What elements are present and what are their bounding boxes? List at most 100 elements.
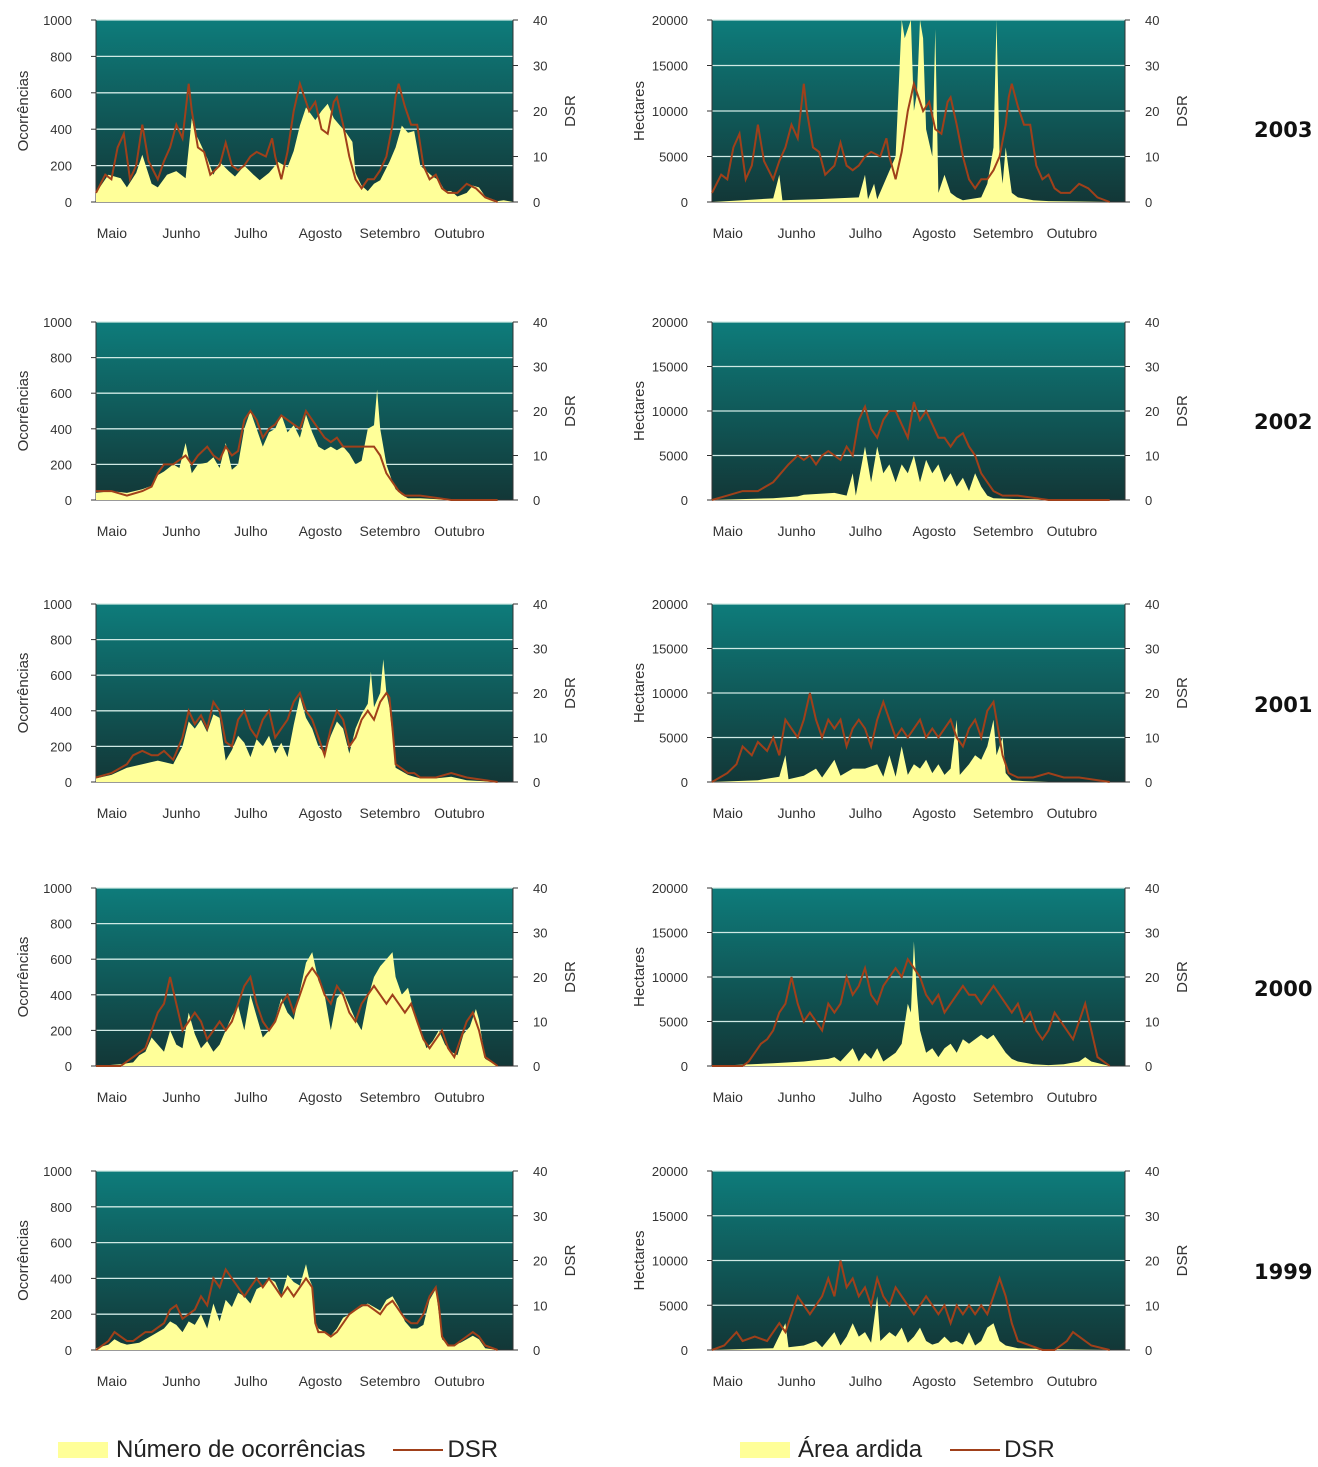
x-tick-label: Junho (162, 805, 200, 821)
x-tick-label: Maio (97, 805, 128, 821)
y-tick-label: 200 (50, 1307, 72, 1322)
area-series (712, 941, 1110, 1066)
y2-tick-label: 30 (533, 1209, 547, 1224)
chart-panel-1999-ocorrencias: 0 200 400 600 800 1000 0 10 20 30 40 Ocorrências DSR… (15, 1164, 579, 1389)
y2-tick-label: 30 (1145, 360, 1159, 375)
legend-left-line-label: DSR (447, 1436, 499, 1463)
dsr-line-series (711, 692, 1110, 783)
dsr-line-series (95, 80, 498, 203)
x-tick-label: Setembro (973, 523, 1034, 539)
x-tick-label: Agosto (299, 225, 343, 241)
y2-tick-label: 20 (533, 686, 547, 701)
y2-tick-label: 40 (1145, 881, 1159, 896)
area-series (96, 659, 498, 782)
y2-tick-label: 20 (1145, 970, 1159, 985)
x-tick-label: Agosto (912, 1089, 956, 1105)
y-axis-title: Hectares (631, 381, 648, 441)
y-tick-label: 1000 (43, 315, 72, 330)
dsr-line-series (711, 1260, 1110, 1351)
y2-tick-label: 40 (533, 315, 547, 330)
y-tick-label: 1000 (43, 1164, 72, 1179)
y-tick-label: 0 (681, 493, 688, 508)
y-tick-label: 800 (50, 351, 72, 366)
y-tick-label: 20000 (652, 13, 688, 28)
dsr-line-series (711, 401, 1110, 501)
y2-tick-label: 40 (1145, 315, 1159, 330)
area-series (96, 389, 498, 500)
x-tick-label: Agosto (912, 1373, 956, 1389)
x-tick-label: Setembro (360, 1373, 421, 1389)
x-tick-label: Setembro (360, 523, 421, 539)
legend-right: Área ardida DSR (740, 1433, 1055, 1467)
legend-right-area-label: Área ardida (798, 1436, 923, 1463)
x-tick-label: Agosto (912, 805, 956, 821)
x-tick-label: Maio (97, 225, 128, 241)
y-tick-label: 0 (65, 195, 72, 210)
y2-axis-title: DSR (562, 1244, 579, 1276)
x-tick-label: Setembro (973, 1373, 1034, 1389)
y2-tick-label: 10 (533, 150, 547, 165)
x-tick-label: Setembro (973, 225, 1034, 241)
y-tick-label: 0 (65, 1343, 72, 1358)
chart-panel-2001-ocorrencias: 0 200 400 600 800 1000 0 10 20 30 40 Ocorrências DSR… (15, 597, 579, 821)
y2-tick-label: 30 (533, 59, 547, 74)
chart-panel-2002-ocorrencias: 0 200 400 600 800 1000 0 10 20 30 40 Ocorrências DSR… (15, 315, 579, 539)
legend-left-area-label: Número de ocorrências (116, 1436, 366, 1463)
x-tick-label: Maio (97, 1089, 128, 1105)
x-tick-label: Outubro (434, 1089, 485, 1105)
x-tick-label: Agosto (912, 523, 956, 539)
x-tick-label: Setembro (360, 1089, 421, 1105)
y2-tick-label: 40 (1145, 1164, 1159, 1179)
y-tick-label: 0 (65, 1059, 72, 1074)
x-tick-label: Maio (713, 523, 744, 539)
x-tick-label: Junho (778, 1373, 816, 1389)
y2-tick-label: 40 (1145, 597, 1159, 612)
y2-tick-label: 10 (533, 1015, 547, 1030)
x-tick-label: Julho (234, 805, 268, 821)
y-tick-label: 1000 (43, 13, 72, 28)
chart-panel-2000-hectares: 0 5000 10000 15000 20000 0 10 20 30 40 Hectares DSR… (631, 881, 1191, 1105)
y-tick-label: 5000 (659, 449, 688, 464)
y2-tick-label: 20 (533, 104, 547, 119)
y2-axis-title: DSR (562, 677, 579, 709)
y-tick-label: 400 (50, 988, 72, 1003)
x-tick-label: Julho (849, 523, 883, 539)
x-tick-label: Junho (162, 1089, 200, 1105)
y-tick-label: 200 (50, 1023, 72, 1038)
y-tick-label: 5000 (659, 1015, 688, 1030)
x-tick-label: Agosto (299, 523, 343, 539)
y-tick-label: 1000 (43, 597, 72, 612)
y2-tick-label: 10 (1145, 1298, 1159, 1313)
y-tick-label: 15000 (652, 642, 688, 657)
y-tick-label: 10000 (652, 104, 688, 119)
y-tick-label: 10000 (652, 1254, 688, 1269)
x-tick-label: Junho (778, 225, 816, 241)
y2-tick-label: 30 (1145, 926, 1159, 941)
x-tick-label: Outubro (1047, 523, 1098, 539)
y-tick-label: 0 (65, 493, 72, 508)
y2-tick-label: 0 (1145, 1343, 1152, 1358)
y-tick-label: 20000 (652, 315, 688, 330)
y2-tick-label: 0 (533, 493, 540, 508)
y-axis-title: Ocorrências (15, 371, 32, 452)
y2-tick-label: 40 (1145, 13, 1159, 28)
dsr-line-series (712, 956, 1111, 1067)
y-tick-label: 600 (50, 952, 72, 967)
y2-tick-label: 40 (533, 13, 547, 28)
x-tick-label: Julho (849, 1089, 883, 1105)
y-tick-label: 600 (50, 86, 72, 101)
y-tick-label: 10000 (652, 970, 688, 985)
legend-right-line-label: DSR (1004, 1436, 1055, 1463)
x-tick-label: Junho (778, 523, 816, 539)
x-tick-label: Agosto (299, 1373, 343, 1389)
dsr-line-series (96, 408, 498, 501)
y2-tick-label: 10 (533, 731, 547, 746)
y2-tick-label: 0 (533, 195, 540, 210)
x-tick-label: Agosto (299, 1089, 343, 1105)
x-tick-label: Julho (234, 1373, 268, 1389)
y-tick-label: 15000 (652, 926, 688, 941)
y-tick-label: 20000 (652, 597, 688, 612)
y-tick-label: 10000 (652, 686, 688, 701)
x-tick-label: Julho (234, 523, 268, 539)
legend-left: Número de ocorrências DSR (58, 1433, 498, 1467)
